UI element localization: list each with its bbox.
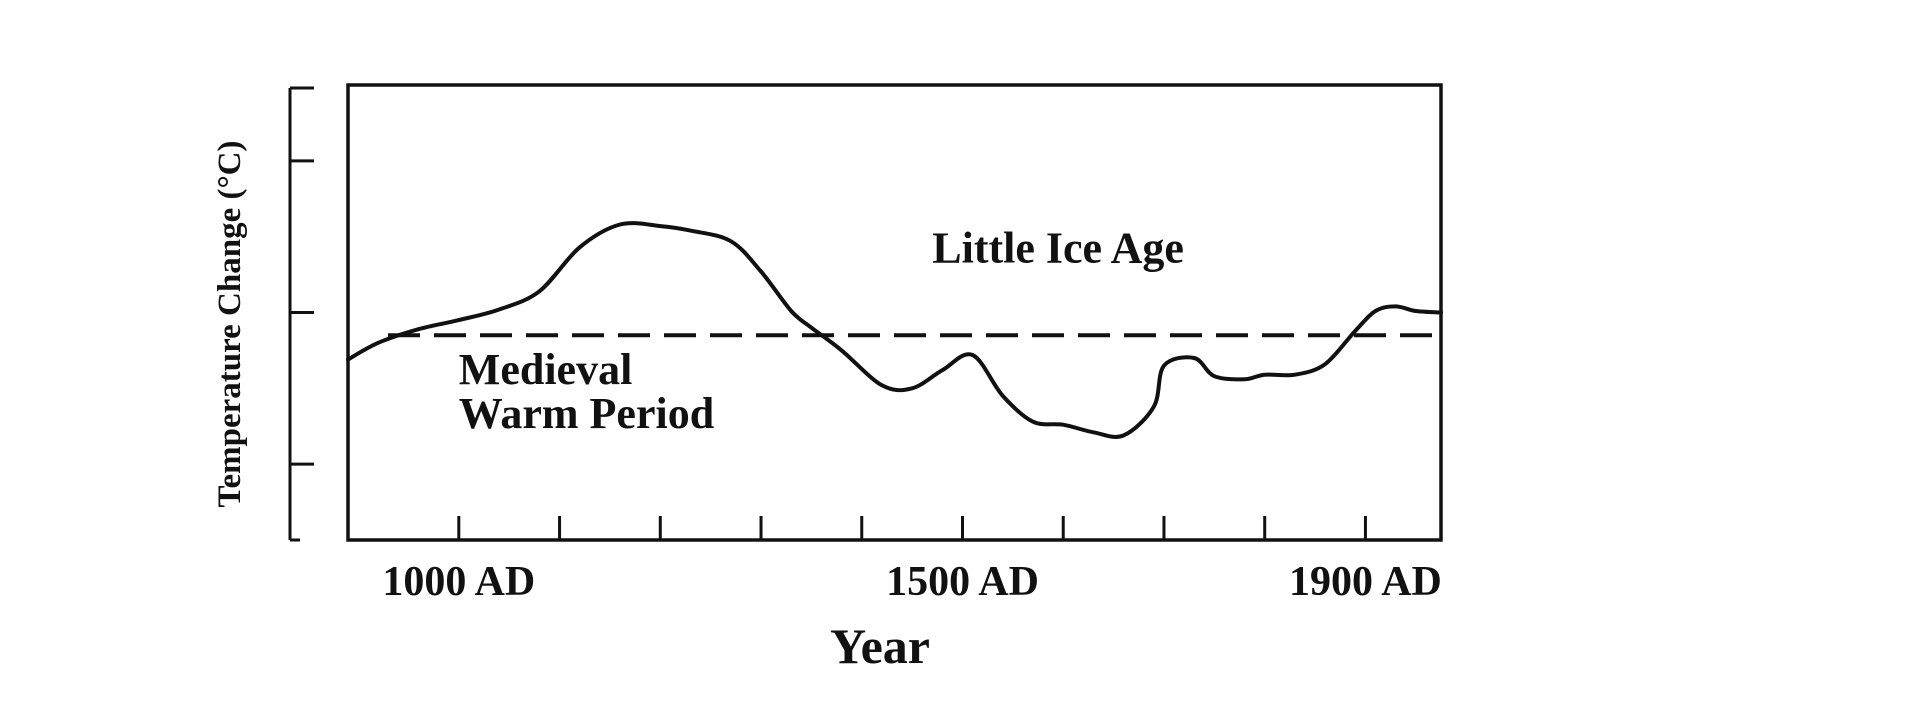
annotation-2: Warm Period (459, 389, 714, 438)
series-temperature-line (346, 221, 1443, 439)
x-tick-label-2: 1900 AD (1289, 559, 1442, 605)
plot-frame (346, 83, 1443, 542)
x-tick-label-1: 1500 AD (886, 559, 1039, 605)
x-ticks (457, 516, 1367, 540)
y-ticks (290, 159, 314, 466)
y-axis-label: Temperature Change (°C) (212, 141, 248, 508)
x-tick-label-0: 1000 AD (382, 559, 535, 605)
annotation-0: Little Ice Age (932, 223, 1184, 272)
annotation-1: Medieval (459, 345, 633, 394)
x-tick-labels: 1000 AD 1500 AD 1900 AD (382, 559, 1441, 605)
x-axis-label: Year (830, 618, 930, 674)
